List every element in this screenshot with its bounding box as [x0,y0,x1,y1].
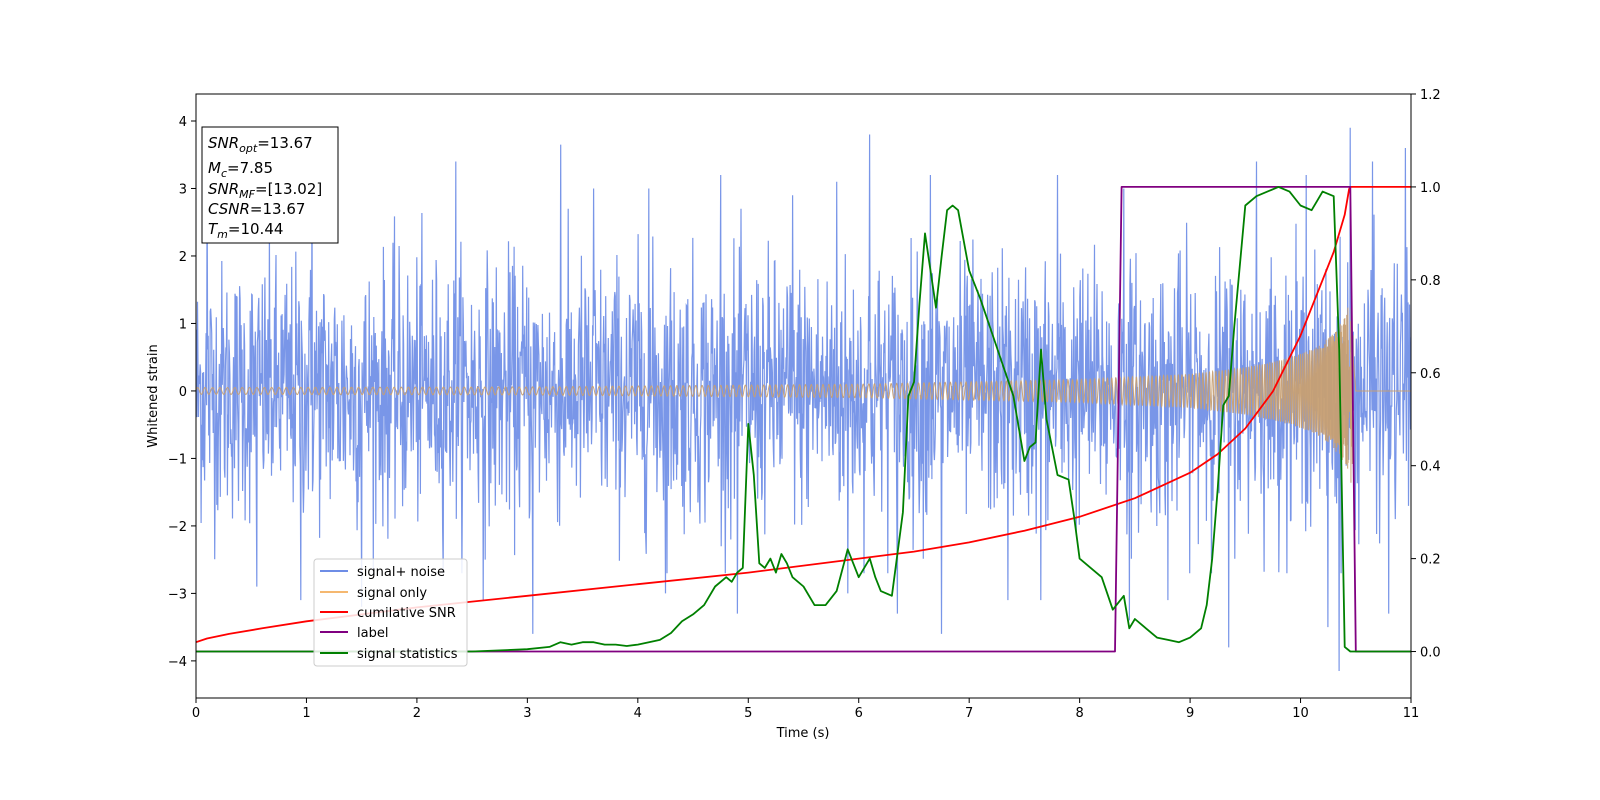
signal-noise-line [196,127,1411,672]
y-left-tick-label: 2 [179,250,187,265]
y-right-tick-label: 1.0 [1420,181,1441,196]
y-right-tick-label: 1.2 [1420,88,1441,103]
y-right-tick-label: 0.0 [1420,646,1441,661]
x-tick-label: 5 [744,706,752,721]
signal-noise-series [196,127,1411,672]
info-box: SNRopt=13.67 Mc=7.85 SNRMF=[13.02] CSNR=… [201,126,339,244]
x-tick-label: 7 [965,706,973,721]
x-tick-label: 8 [1075,706,1083,721]
y-right-tick-label: 0.4 [1420,460,1441,475]
x-tick-label: 11 [1403,706,1420,721]
y-left-tick-label: 1 [179,317,187,332]
y-right-axis-ticks: 0.0 0.2 0.4 0.6 0.8 1.0 1.2 [1411,88,1441,661]
x-tick-label: 6 [855,706,863,721]
x-tick-label: 0 [192,706,200,721]
x-tick-label: 3 [523,706,531,721]
x-tick-label: 10 [1292,706,1309,721]
info-snr-mf: SNRMF=[13.02] [208,180,322,201]
y-left-tick-label: −2 [168,520,187,535]
x-axis-label: Time (s) [776,726,830,741]
x-axis-ticks: 0 1 2 3 4 5 6 7 8 9 10 11 [192,698,1419,721]
y-left-tick-label: −3 [168,587,187,602]
plot-frame [195,93,1412,699]
x-tick-label: 9 [1186,706,1194,721]
y-right-tick-label: 0.2 [1420,553,1441,568]
y-left-axis-ticks: −4 −3 −2 −1 0 1 2 3 4 [168,115,196,670]
legend-label-label: label [357,626,388,641]
y-left-tick-label: 3 [179,182,187,197]
legend-label-signal-statistics: signal statistics [357,647,458,662]
info-snr-opt: SNRopt=13.67 [208,134,313,155]
info-mc: Mc=7.85 [208,159,273,180]
signal-statistics-line [196,185,1411,653]
y-axis-label: Whitened strain [146,344,161,447]
y-left-tick-label: 4 [179,115,187,130]
y-right-tick-label: 0.8 [1420,274,1441,289]
legend-label-signal-only: signal only [357,586,427,601]
info-tm: Tm=10.44 [208,220,283,241]
signal-statistics-series [196,185,1411,653]
legend: signal+ noise signal only cumilative SNR… [313,558,468,667]
signal-only-series [196,307,1411,483]
signal-only-line [196,307,1411,483]
y-left-tick-label: −1 [168,452,187,467]
x-tick-label: 4 [634,706,642,721]
legend-label-signal-noise: signal+ noise [357,565,445,580]
y-right-tick-label: 0.6 [1420,367,1441,382]
y-left-tick-label: −4 [168,655,187,670]
legend-label-cumulative-snr: cumilative SNR [357,606,456,621]
info-csnr: CSNR=13.67 [208,200,305,218]
x-tick-label: 2 [413,706,421,721]
x-tick-label: 1 [302,706,310,721]
y-left-tick-label: 0 [179,385,187,400]
